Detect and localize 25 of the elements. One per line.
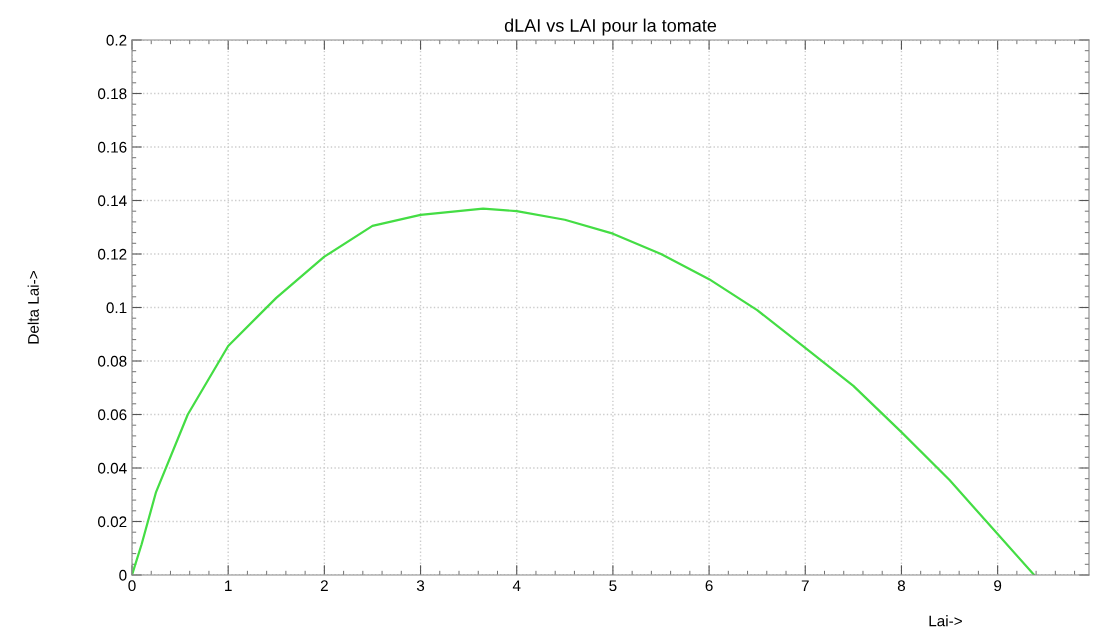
x-tick-label: 5 <box>609 580 617 592</box>
x-axis-title: Lai-> <box>929 615 962 627</box>
x-tick-label: 7 <box>801 580 809 591</box>
x-tick-label: 4 <box>512 580 521 591</box>
y-axis-title: Delta Lai-> <box>27 271 39 344</box>
y-tick-label: 0.1 <box>106 302 127 314</box>
x-tick-label: 6 <box>705 580 713 592</box>
y-tick-label: 0.02 <box>98 516 127 528</box>
y-tick-label: 0 <box>119 569 127 581</box>
y-tick-label: 0.14 <box>98 195 127 207</box>
y-tick-label: 0.04 <box>98 462 127 474</box>
y-tick-label: 0.18 <box>98 88 127 100</box>
x-tick-label: 9 <box>994 580 1002 592</box>
y-tick-label: 0.06 <box>98 409 127 421</box>
line-series <box>132 207 1036 575</box>
y-tick-label: 0.12 <box>98 248 127 260</box>
x-tick-label: 1 <box>225 580 232 591</box>
chart-title: dLAI vs LAI pour la tomate <box>504 18 717 36</box>
y-tick-label: 0.08 <box>98 355 127 367</box>
y-tick-label: 0.2 <box>106 34 127 46</box>
y-tick-label: 0.16 <box>98 141 127 153</box>
x-tick-label: 3 <box>416 580 425 592</box>
x-tick-label: 2 <box>320 580 328 591</box>
x-tick-label: 8 <box>897 580 906 592</box>
x-tick-label: 0 <box>128 580 136 592</box>
